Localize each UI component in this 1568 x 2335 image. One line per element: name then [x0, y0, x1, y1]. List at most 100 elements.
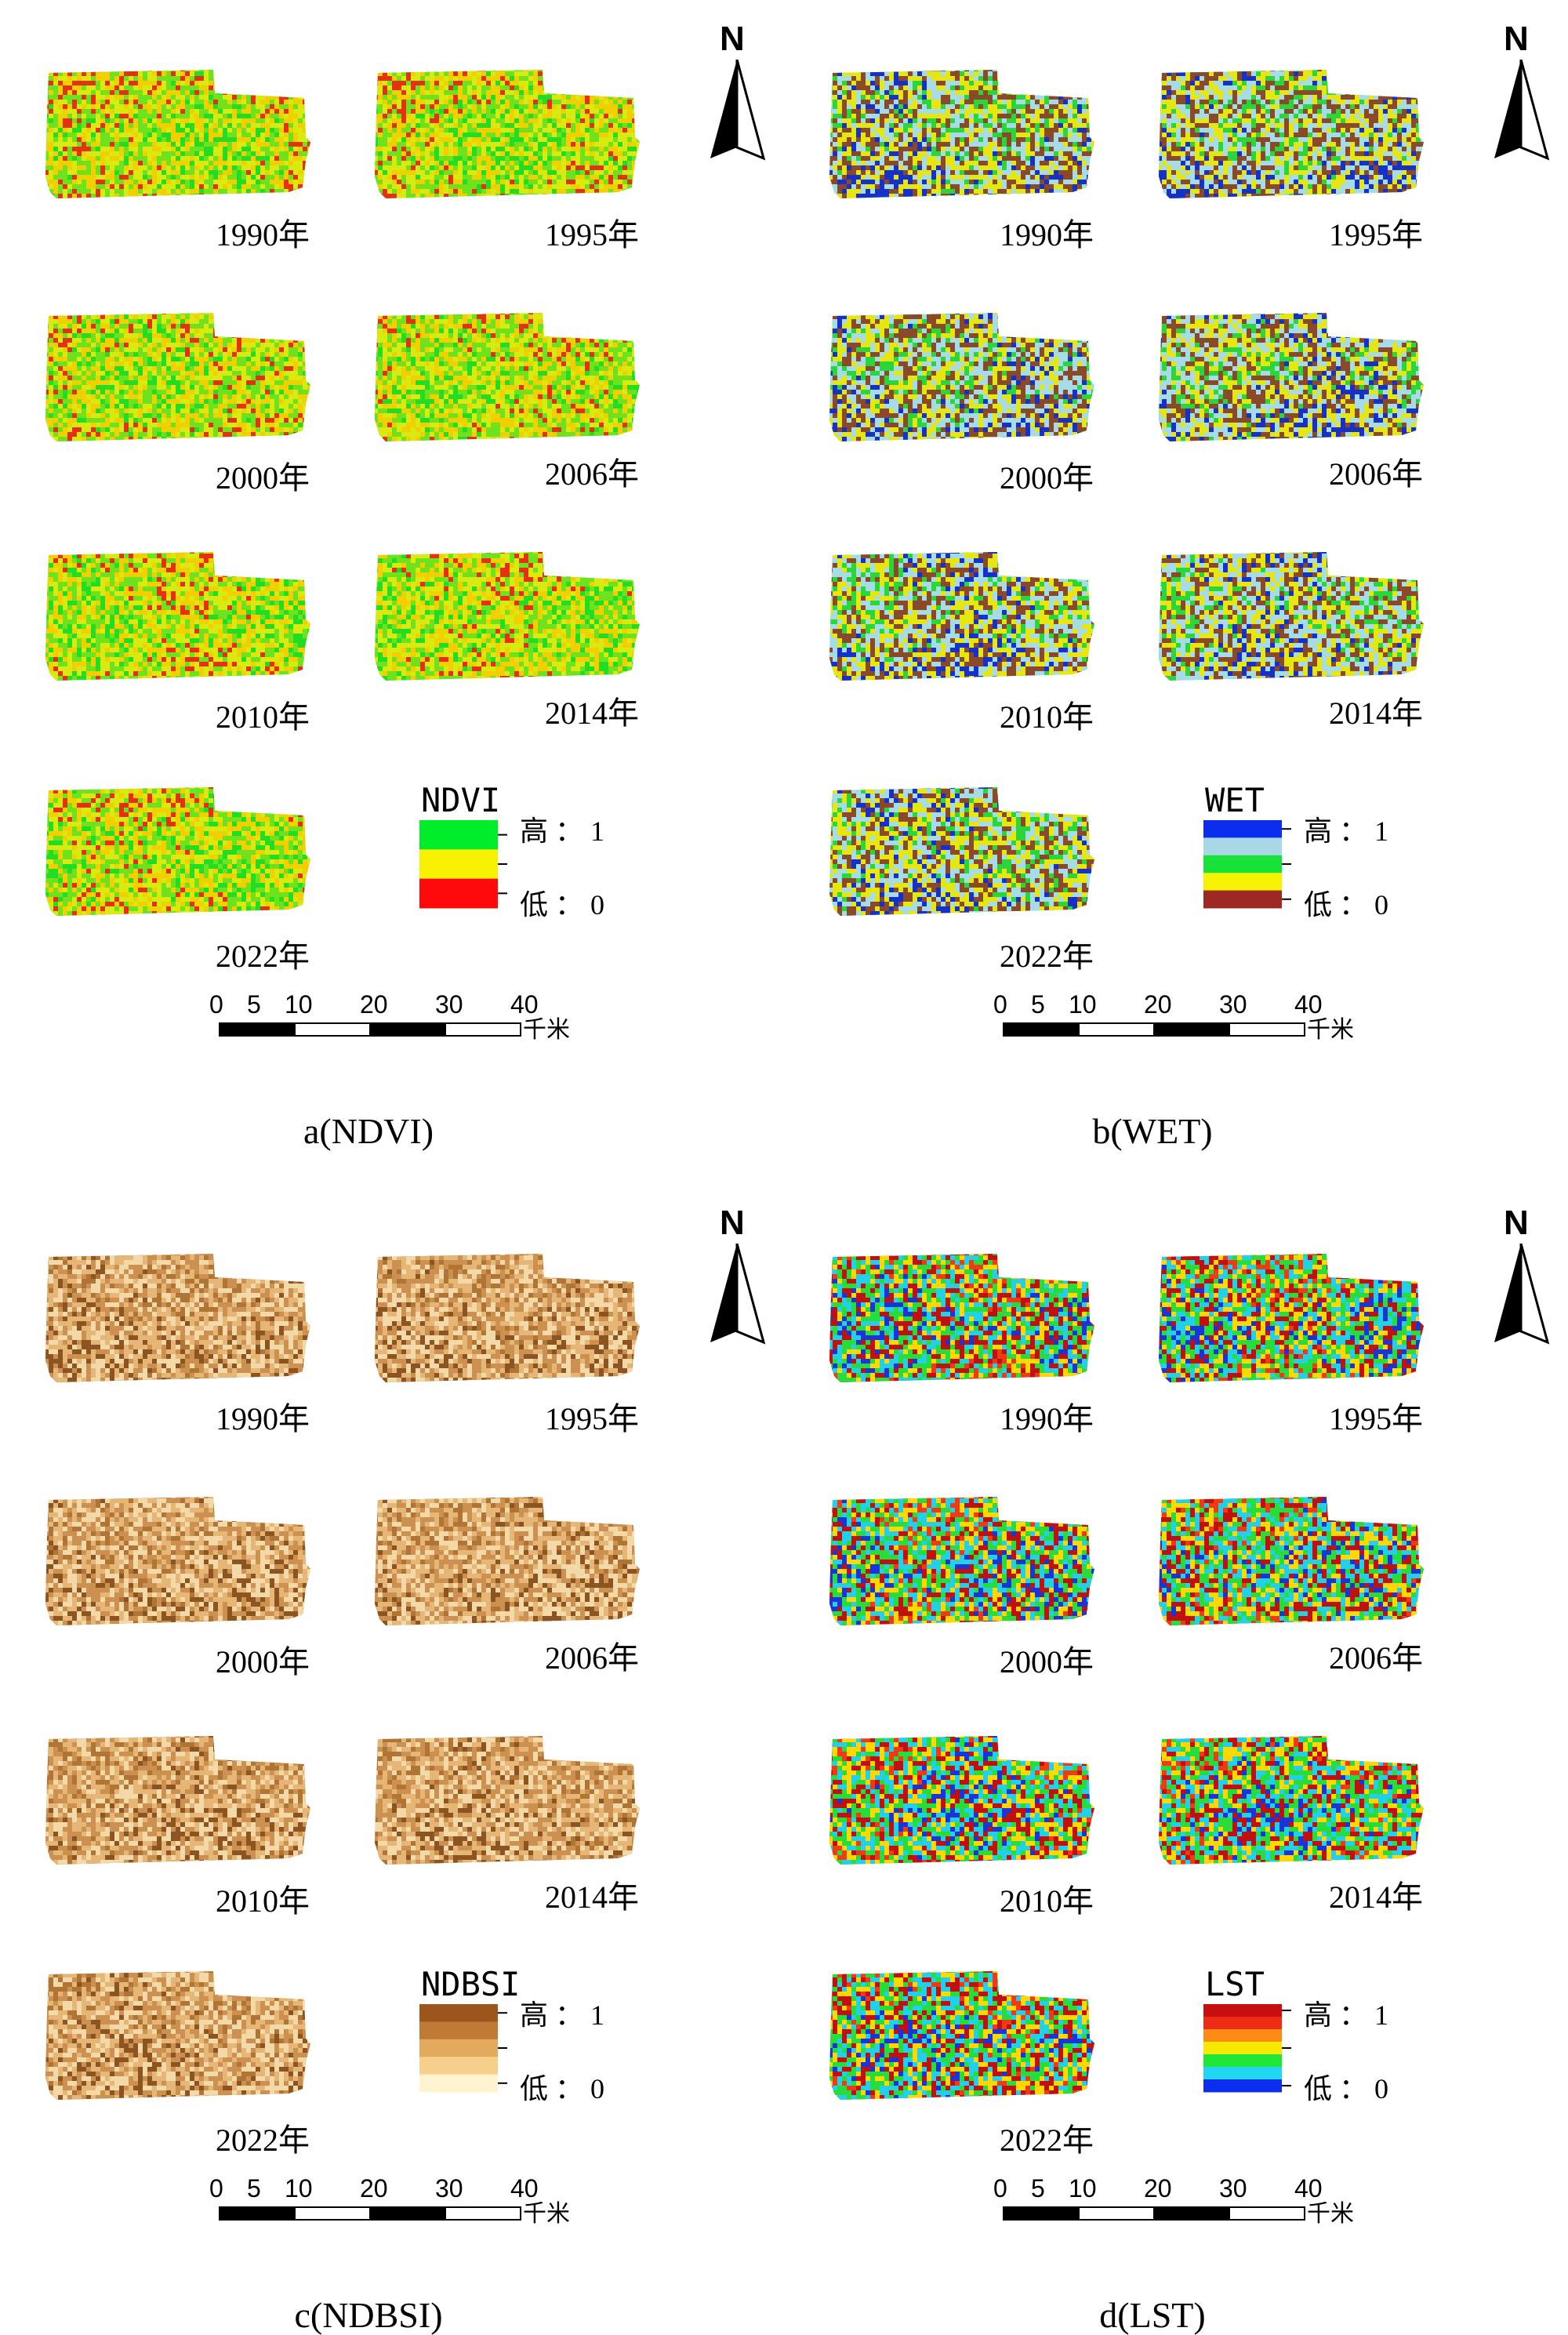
- legend-swatch: [419, 2039, 498, 2057]
- legend-low-label-ndbsi: 低 ： 0: [520, 2075, 604, 2103]
- scalebar-tick-lst-4: 30: [1219, 2176, 1247, 2201]
- year-label-ndvi-1: 1995年: [545, 220, 639, 251]
- year-label-ndvi-3: 2006年: [545, 459, 639, 490]
- legend-swatch: [1203, 2067, 1282, 2080]
- year-label-lst-6: 2022年: [1000, 2125, 1094, 2156]
- legend-swatch: [419, 2075, 498, 2093]
- legend-swatch: [1203, 873, 1282, 891]
- scalebar-unit-wet: 千米: [1307, 1019, 1354, 1042]
- map-tile-wet-1: [1152, 67, 1435, 200]
- scalebar-tick-wet-3: 20: [1144, 992, 1172, 1017]
- year-label-ndvi-4: 2010年: [216, 702, 310, 733]
- year-label-ndvi-5: 2014年: [545, 698, 639, 729]
- year-label-lst-0: 1990年: [1000, 1404, 1094, 1435]
- scalebar-tick-ndbsi-0: 0: [209, 2176, 223, 2201]
- scalebar-wet: [1003, 1022, 1316, 1039]
- map-tile-ndvi-5: [368, 549, 651, 682]
- year-label-ndvi-6: 2022年: [216, 941, 310, 972]
- map-tile-wet-2: [823, 310, 1105, 443]
- year-label-wet-5: 2014年: [1329, 698, 1423, 729]
- scalebar-tick-ndvi-3: 20: [360, 992, 388, 1017]
- scalebar-tick-lst-2: 10: [1069, 2176, 1097, 2201]
- legend-title-ndbsi: NDBSI: [421, 1968, 520, 2001]
- year-label-ndbsi-2: 2000年: [216, 1647, 310, 1678]
- map-tile-lst-5: [1152, 1733, 1435, 1866]
- legend-swatch: [419, 2004, 498, 2022]
- scalebar-tick-lst-0: 0: [993, 2176, 1007, 2201]
- map-tile-ndvi-3: [368, 310, 651, 443]
- map-tile-wet-4: [823, 549, 1105, 682]
- scalebar-ndvi: [219, 1022, 532, 1039]
- year-label-lst-1: 1995年: [1329, 1404, 1423, 1435]
- legend-swatch: [419, 2021, 498, 2039]
- legend-color-ramp-wet: [1203, 820, 1313, 922]
- legend-high-label-ndvi: 高 ： 1: [520, 817, 604, 845]
- year-label-ndvi-0: 1990年: [216, 220, 310, 251]
- map-tile-wet-6: [823, 784, 1105, 917]
- north-arrow-icon: [1490, 60, 1552, 162]
- year-label-wet-2: 2000年: [1000, 463, 1094, 494]
- panel-caption-ndbsi: c(NDBSI): [133, 2297, 604, 2333]
- north-label-wet: N: [1504, 22, 1529, 56]
- legend-swatch: [1203, 2042, 1282, 2055]
- map-tile-ndbsi-0: [39, 1251, 321, 1384]
- legend-swatch: [419, 820, 498, 850]
- legend-high-label-ndbsi: 高 ： 1: [520, 2001, 604, 2029]
- map-tile-lst-0: [823, 1251, 1105, 1384]
- legend-swatch: [1203, 820, 1282, 838]
- legend-swatch: [419, 2057, 498, 2075]
- year-label-wet-0: 1990年: [1000, 220, 1094, 251]
- legend-title-lst: LST: [1205, 1968, 1265, 2001]
- map-tile-lst-1: [1152, 1251, 1435, 1384]
- scalebar-tick-ndbsi-4: 30: [435, 2176, 463, 2201]
- map-tile-lst-2: [823, 1494, 1105, 1627]
- legend-swatch: [1203, 837, 1282, 855]
- scalebar-tick-ndvi-0: 0: [209, 992, 223, 1017]
- legend-title-ndvi: NDVI: [421, 784, 500, 817]
- north-label-ndvi: N: [720, 22, 745, 56]
- scalebar-tick-ndbsi-1: 5: [247, 2176, 261, 2201]
- legend-low-label-ndvi: 低 ： 0: [520, 891, 604, 919]
- legend-swatch: [1203, 891, 1282, 909]
- legend-swatch: [1203, 2054, 1282, 2068]
- legend-title-wet: WET: [1205, 784, 1265, 817]
- map-tile-lst-3: [1152, 1494, 1435, 1627]
- year-label-wet-4: 2010年: [1000, 702, 1094, 733]
- legend-swatch: [1203, 2004, 1282, 2017]
- north-label-lst: N: [1504, 1206, 1529, 1240]
- year-label-ndbsi-3: 2006年: [545, 1643, 639, 1674]
- legend-low-label-wet: 低 ： 0: [1304, 891, 1388, 919]
- map-tile-ndvi-4: [39, 549, 321, 682]
- legend-swatch: [1203, 2079, 1282, 2093]
- year-label-lst-5: 2014年: [1329, 1882, 1423, 1913]
- panel-caption-ndvi: a(NDVI): [133, 1113, 604, 1149]
- scalebar-tick-ndbsi-5: 40: [510, 2176, 539, 2201]
- scalebar-unit-ndvi: 千米: [523, 1019, 570, 1042]
- map-tile-ndvi-2: [39, 310, 321, 443]
- north-label-ndbsi: N: [720, 1206, 745, 1240]
- map-tile-ndbsi-5: [368, 1733, 651, 1866]
- year-label-ndbsi-6: 2022年: [216, 2125, 310, 2156]
- scalebar-tick-wet-1: 5: [1031, 992, 1045, 1017]
- scalebar-tick-wet-5: 40: [1294, 992, 1323, 1017]
- map-tile-lst-4: [823, 1733, 1105, 1866]
- legend-low-label-lst: 低 ： 0: [1304, 2075, 1388, 2103]
- scalebar-ndbsi: [219, 2206, 532, 2223]
- panel-caption-lst: d(LST): [917, 2297, 1388, 2333]
- year-label-lst-4: 2010年: [1000, 1886, 1094, 1917]
- legend-color-ramp-ndbsi: [419, 2004, 529, 2106]
- scalebar-tick-ndvi-1: 5: [247, 992, 261, 1017]
- map-tile-ndbsi-6: [39, 1968, 321, 2101]
- scalebar-tick-wet-0: 0: [993, 992, 1007, 1017]
- legend-swatch: [1203, 855, 1282, 873]
- north-arrow-icon: [706, 1244, 768, 1345]
- scalebar-tick-wet-4: 30: [1219, 992, 1247, 1017]
- map-tile-ndbsi-4: [39, 1733, 321, 1866]
- scalebar-tick-lst-5: 40: [1294, 2176, 1323, 2201]
- scalebar-tick-ndbsi-3: 20: [360, 2176, 388, 2201]
- scalebar-tick-ndbsi-2: 10: [285, 2176, 313, 2201]
- north-arrow-icon: [706, 60, 768, 162]
- panel-caption-wet: b(WET): [917, 1113, 1388, 1149]
- scalebar-tick-ndvi-5: 40: [510, 992, 539, 1017]
